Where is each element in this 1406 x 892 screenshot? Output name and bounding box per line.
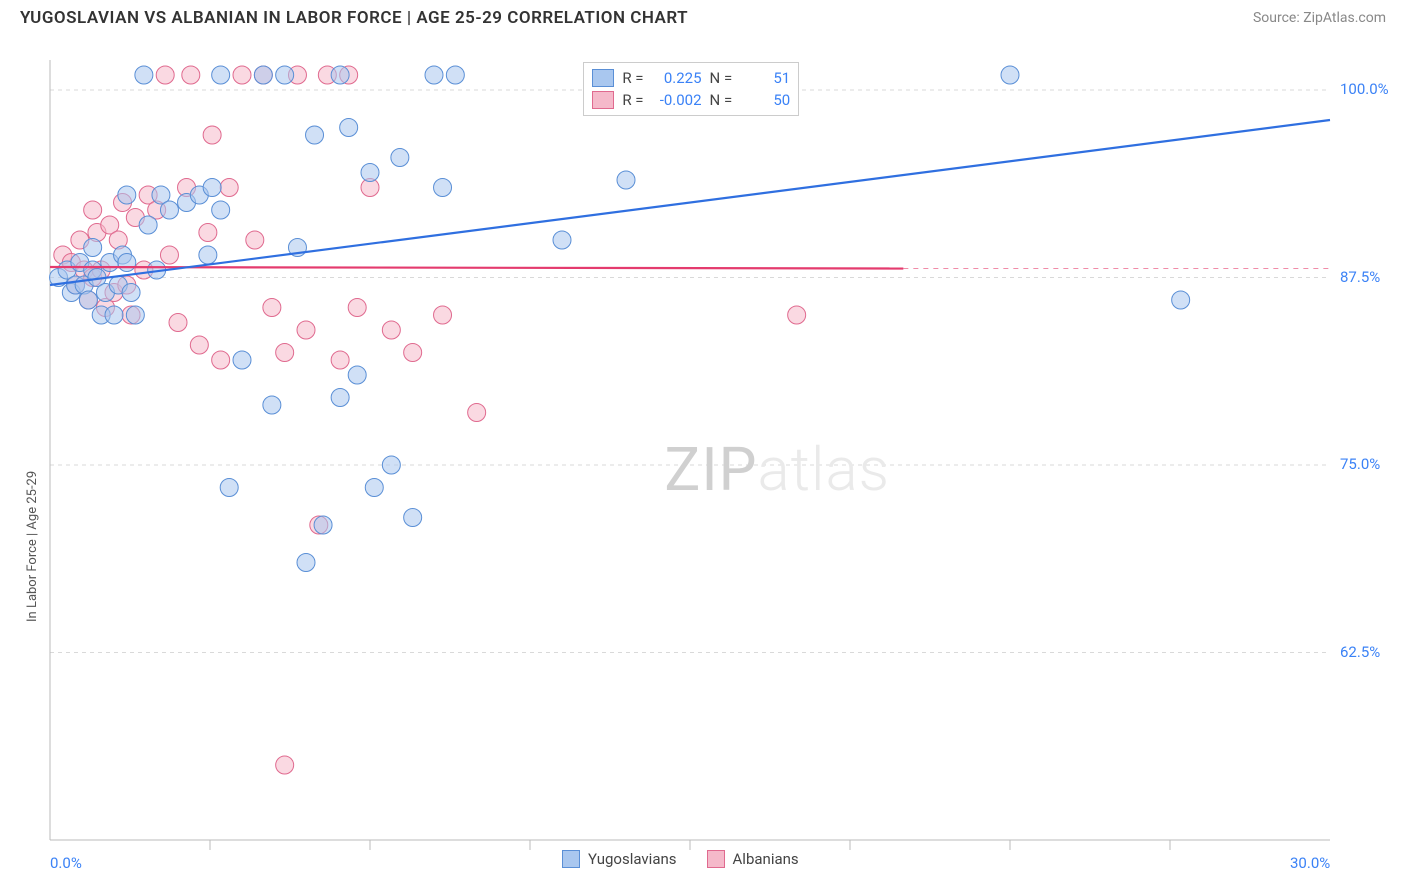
- n-value-yugoslavians: 51: [740, 69, 790, 87]
- source-label: Source: ZipAtlas.com: [1253, 10, 1386, 26]
- y-tick-label: 75.0%: [1340, 455, 1380, 473]
- r-label: R =: [622, 91, 643, 109]
- y-tick-label: 100.0%: [1340, 80, 1389, 98]
- chart-title: YUGOSLAVIAN VS ALBANIAN IN LABOR FORCE |…: [20, 8, 688, 28]
- r-value-albanians: -0.002: [652, 91, 702, 109]
- legend: Yugoslavians Albanians: [562, 850, 799, 868]
- n-label: N =: [710, 69, 733, 87]
- n-label: N =: [710, 91, 733, 109]
- stats-row-albanians: R = -0.002 N = 50: [592, 89, 790, 111]
- r-value-yugoslavians: 0.225: [652, 69, 702, 87]
- y-tick-label: 87.5%: [1340, 268, 1380, 286]
- n-value-albanians: 50: [740, 91, 790, 109]
- plot-area: ZIPatlas R = 0.225 N = 51 R = -0.002 N =…: [0, 40, 1406, 892]
- y-tick-label: 62.5%: [1340, 643, 1380, 661]
- legend-swatch-yugoslavians: [562, 850, 580, 868]
- x-axis-max: 30.0%: [1290, 854, 1330, 872]
- legend-label-yugoslavians: Yugoslavians: [588, 850, 677, 868]
- chart-header: YUGOSLAVIAN VS ALBANIAN IN LABOR FORCE |…: [0, 0, 1406, 32]
- legend-label-albanians: Albanians: [733, 850, 799, 868]
- legend-item-yugoslavians: Yugoslavians: [562, 850, 677, 868]
- scatter-chart: [0, 40, 1406, 892]
- stats-row-yugoslavians: R = 0.225 N = 51: [592, 67, 790, 89]
- legend-swatch-albanians: [707, 850, 725, 868]
- swatch-albanians: [592, 91, 614, 109]
- legend-item-albanians: Albanians: [707, 850, 799, 868]
- r-label: R =: [622, 69, 643, 87]
- swatch-yugoslavians: [592, 69, 614, 87]
- x-axis-min: 0.0%: [50, 854, 82, 872]
- y-axis-label: In Labor Force | Age 25-29: [25, 470, 40, 621]
- correlation-stats-box: R = 0.225 N = 51 R = -0.002 N = 50: [583, 62, 799, 116]
